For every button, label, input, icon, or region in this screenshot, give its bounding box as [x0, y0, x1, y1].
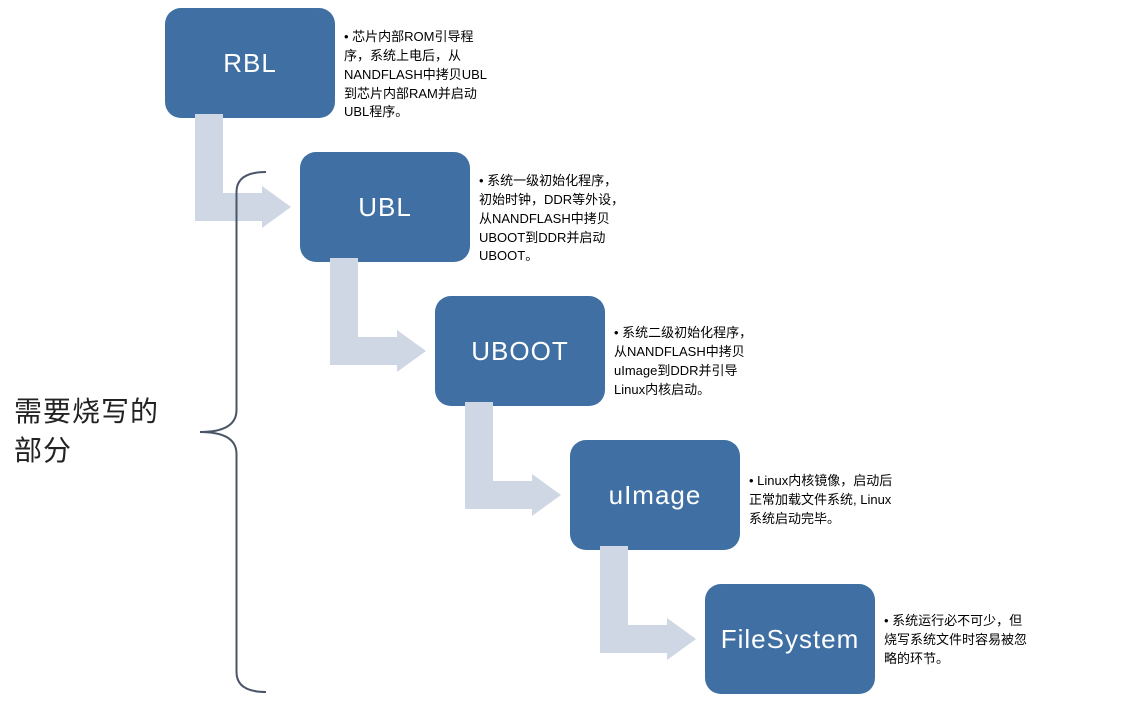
node-desc-rbl: 芯片内部ROM引导程序，系统上电后，从NANDFLASH中拷贝UBL到芯片内部R…	[344, 28, 494, 122]
node-desc-uimg: Linux内核镜像，启动后正常加载文件系统, Linux系统启动完毕。	[749, 472, 899, 529]
node-desc-fs: 系统运行必不可少，但烧写系统文件时容易被忽略的环节。	[884, 612, 1034, 669]
side-label-line2: 部分	[14, 431, 159, 470]
node-desc-text-fs: 系统运行必不可少，但烧写系统文件时容易被忽略的环节。	[884, 612, 1034, 669]
node-label-rbl: RBL	[223, 48, 277, 79]
boot-flow-diagram: RBL 芯片内部ROM引导程序，系统上电后，从NANDFLASH中拷贝UBL到芯片…	[0, 0, 1130, 711]
node-ubl: UBL	[300, 152, 470, 262]
node-desc-uboot: 系统二级初始化程序，从NANDFLASH中拷贝uImage到DDR并引导Linu…	[614, 324, 764, 399]
node-desc-text-uimg: Linux内核镜像，启动后正常加载文件系统, Linux系统启动完毕。	[749, 472, 899, 529]
node-uimg: uImage	[570, 440, 740, 550]
node-label-ubl: UBL	[358, 192, 412, 223]
node-fs: FileSystem	[705, 584, 875, 694]
brace-icon	[198, 170, 268, 694]
side-label: 需要烧写的部分	[14, 392, 159, 470]
node-label-uimg: uImage	[609, 480, 702, 511]
node-label-uboot: UBOOT	[471, 336, 568, 367]
node-desc-text-rbl: 芯片内部ROM引导程序，系统上电后，从NANDFLASH中拷贝UBL到芯片内部R…	[344, 28, 494, 122]
side-label-line1: 需要烧写的	[14, 392, 159, 431]
node-desc-ubl: 系统一级初始化程序，初始时钟，DDR等外设，从NANDFLASH中拷贝UBOOT…	[479, 172, 629, 266]
node-desc-text-ubl: 系统一级初始化程序，初始时钟，DDR等外设，从NANDFLASH中拷贝UBOOT…	[479, 172, 629, 266]
node-label-fs: FileSystem	[721, 624, 860, 655]
node-rbl: RBL	[165, 8, 335, 118]
node-desc-text-uboot: 系统二级初始化程序，从NANDFLASH中拷贝uImage到DDR并引导Linu…	[614, 324, 764, 399]
node-uboot: UBOOT	[435, 296, 605, 406]
